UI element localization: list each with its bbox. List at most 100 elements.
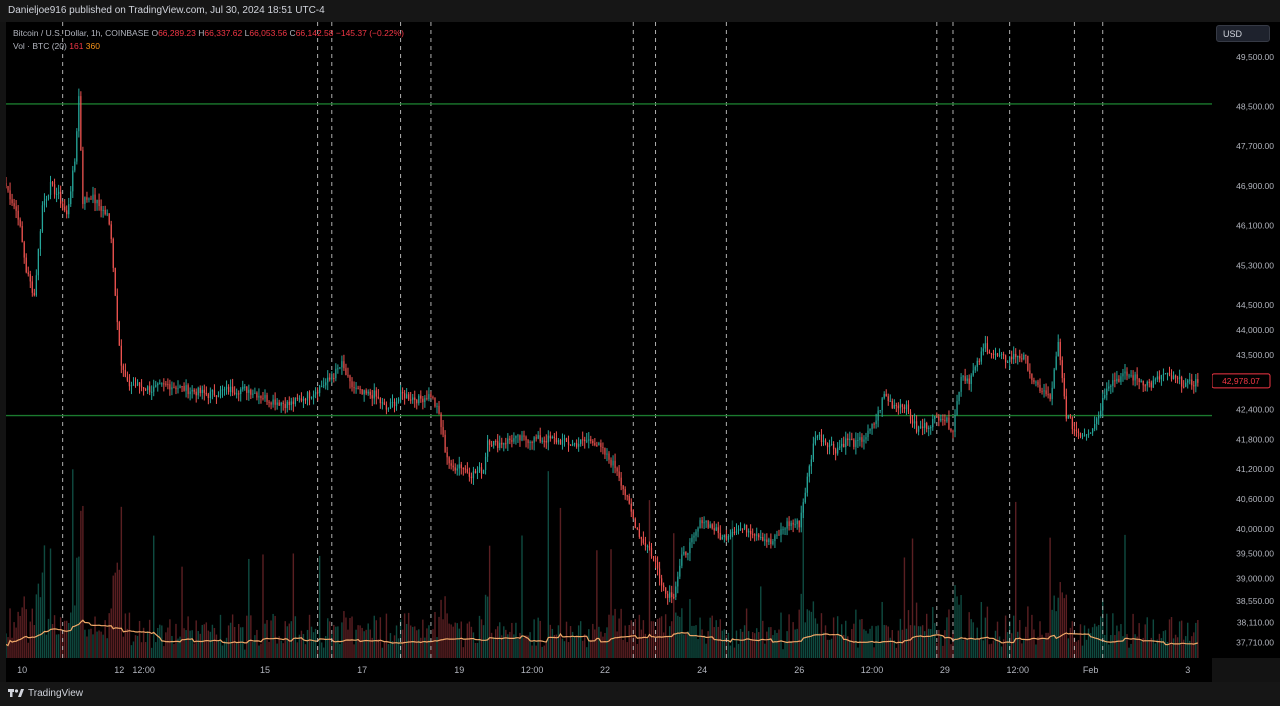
- candle: [288, 396, 290, 411]
- candle-body: [1096, 418, 1098, 424]
- candle-body: [171, 387, 173, 390]
- candle: [784, 527, 786, 535]
- candle: [905, 400, 908, 415]
- candle-body: [33, 292, 35, 296]
- price-chart-svg[interactable]: [5, 22, 1212, 658]
- volume-bar: [699, 617, 701, 658]
- volume-bar: [671, 621, 673, 658]
- price-tick-label: 38,550.00: [1236, 596, 1274, 606]
- candle-body: [428, 394, 430, 400]
- volume-bar: [966, 639, 968, 658]
- candle-body: [796, 520, 798, 525]
- volume-bar: [646, 638, 649, 658]
- volume-bar: [304, 644, 307, 658]
- volume-bar: [861, 618, 863, 658]
- candle: [175, 385, 177, 395]
- candle: [23, 240, 25, 264]
- candle-body: [456, 468, 458, 471]
- candle: [1156, 371, 1158, 383]
- candle-body: [980, 351, 982, 362]
- price-tick-label: 44,000.00: [1236, 325, 1274, 335]
- candle: [252, 389, 254, 399]
- volume-bar: [832, 617, 835, 658]
- currency-button[interactable]: USD: [1216, 25, 1270, 42]
- volume-bar: [484, 594, 487, 658]
- candle-body: [1069, 415, 1071, 418]
- volume-bar: [565, 621, 568, 658]
- tradingview-logo[interactable]: TradingView: [8, 687, 83, 699]
- candle-body: [399, 392, 402, 399]
- time-tick-label: 22: [600, 665, 610, 675]
- volume-bar: [223, 640, 226, 658]
- candle: [1049, 393, 1051, 402]
- candle-body: [640, 536, 643, 539]
- candle: [72, 165, 74, 198]
- candle: [116, 288, 118, 331]
- volume-bar: [1142, 637, 1144, 658]
- candle-body: [1015, 353, 1017, 358]
- candle: [764, 533, 766, 546]
- volume-bar: [142, 627, 145, 658]
- volume-bar: [181, 566, 183, 658]
- volume-bar: [1187, 622, 1189, 658]
- candle-body: [545, 440, 547, 443]
- candle-body: [15, 206, 17, 211]
- volume-bar: [932, 607, 934, 658]
- price-axis[interactable]: 49,500.00 48,500.00 47,700.00 46,900.00 46,1…: [1211, 22, 1280, 658]
- candle: [717, 521, 719, 539]
- candle: [709, 521, 711, 529]
- candle: [51, 180, 54, 187]
- volume-bar: [1118, 631, 1120, 658]
- candle: [316, 387, 319, 401]
- candle-body: [628, 495, 630, 504]
- candle: [778, 529, 780, 536]
- candle: [517, 433, 519, 443]
- candle: [1073, 422, 1076, 437]
- candle: [359, 385, 361, 394]
- candle: [1191, 373, 1193, 390]
- candle: [408, 392, 410, 401]
- candle-body: [401, 392, 404, 394]
- volume-value-2: 360: [85, 41, 100, 51]
- candle-body: [1116, 378, 1118, 382]
- time-tick-label: 19: [454, 665, 464, 675]
- volume-bar: [614, 608, 616, 658]
- candle: [274, 392, 276, 411]
- candle: [80, 91, 82, 151]
- volume-bar: [1041, 634, 1043, 658]
- candle: [618, 465, 620, 482]
- volume-bar: [316, 646, 319, 658]
- candle: [739, 522, 742, 531]
- volume-bar: [1049, 537, 1051, 658]
- volume-bar: [140, 642, 143, 658]
- time-axis[interactable]: 10 12 12:00 15 17 19 12:00 22 24 26 12:00 29 12:00 Fe…: [6, 658, 1212, 682]
- chart-canvas[interactable]: [5, 22, 1212, 658]
- candle-body: [323, 385, 325, 387]
- candle-body: [286, 401, 288, 408]
- candle-body: [246, 386, 248, 393]
- footer-bar: TradingView: [0, 682, 1280, 706]
- candle: [1178, 369, 1181, 385]
- candle-body: [709, 524, 711, 528]
- candle: [1166, 372, 1169, 381]
- volume-bar: [132, 641, 135, 658]
- price-tick-label: 46,100.00: [1236, 221, 1274, 231]
- volume-label: Vol · BTC (20): [13, 41, 67, 51]
- time-tick-label: 29: [940, 665, 950, 675]
- candle: [1172, 371, 1175, 380]
- candle: [525, 435, 527, 448]
- volume-bar: [764, 643, 766, 658]
- volume-bar: [1140, 641, 1142, 658]
- candle-body: [822, 440, 825, 443]
- candle-body: [863, 439, 865, 442]
- candle-body: [857, 440, 859, 442]
- ohlc-low: 66,053.56: [249, 28, 288, 38]
- volume-bar: [994, 630, 997, 658]
- candle: [1029, 363, 1031, 379]
- candle: [410, 391, 412, 404]
- candle: [960, 373, 962, 397]
- candle: [181, 385, 183, 393]
- candle-body: [39, 231, 42, 250]
- candle-body: [92, 194, 94, 200]
- candle: [1176, 375, 1179, 384]
